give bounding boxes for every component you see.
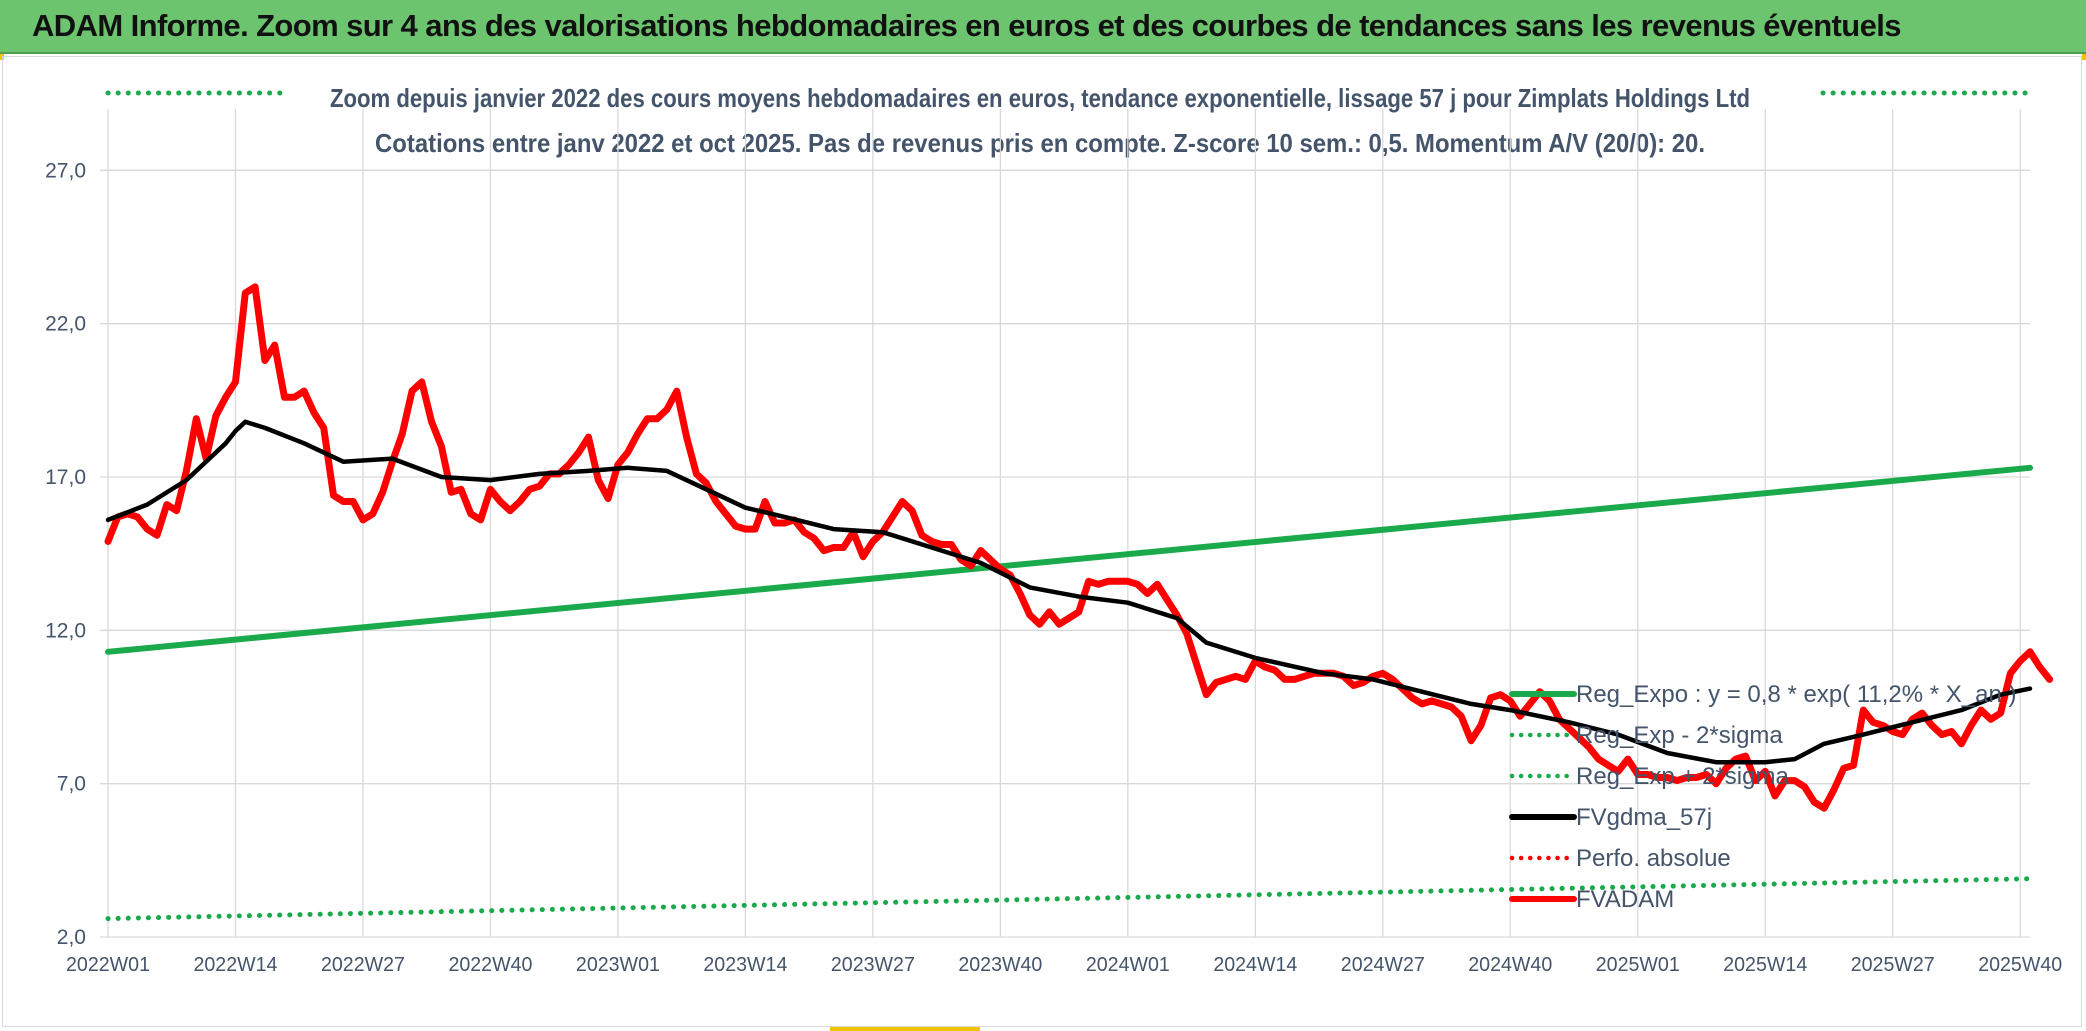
banner-corner-right <box>2082 54 2086 60</box>
axis-labels: 2,0 7,0 12,0 17,0 22,0 27,0 2022W01 2022W14 2022… <box>45 159 2062 976</box>
x-tick-label: 2024W27 <box>1341 954 1425 976</box>
x-tick-label: 2023W40 <box>958 954 1042 976</box>
y-tick-label: 17,0 <box>45 466 86 489</box>
legend-entry: Reg_Exp + 2*sigma <box>1509 763 1789 790</box>
x-tick-label: 2022W40 <box>448 954 532 976</box>
chart-title: Zoom depuis janvier 2022 des cours moyen… <box>330 83 1750 113</box>
x-tick-label: 2022W01 <box>66 954 150 976</box>
data-series <box>104 90 2054 922</box>
line-chart: Zoom depuis janvier 2022 des cours moyen… <box>45 83 2062 976</box>
x-tick-label: 2025W27 <box>1851 954 1935 976</box>
x-tick-label: 2024W01 <box>1086 954 1170 976</box>
bottom-accent-mark <box>830 1027 980 1031</box>
chart-title-area: Zoom depuis janvier 2022 des cours moyen… <box>330 83 1750 158</box>
x-tick-label: 2024W40 <box>1468 954 1552 976</box>
reg-exp-minus-2sigma-line <box>105 876 2033 922</box>
legend-label: Reg_Exp + 2*sigma <box>1576 763 1789 790</box>
legend-entry: Reg_Exp - 2*sigma <box>1509 722 1783 749</box>
report-banner: ADAM Informe. Zoom sur 4 ans des valoris… <box>0 0 2086 54</box>
legend-entry: FVADAM <box>1509 886 1674 913</box>
legend-label: Reg_Expo : y = 0,8 * exp( 11,2% * X_an ) <box>1576 681 2016 708</box>
legend-label: FVgdma_57j <box>1576 804 1712 831</box>
y-tick-label: 27,0 <box>45 159 86 182</box>
x-tick-label: 2022W14 <box>193 954 277 976</box>
y-tick-label: 7,0 <box>57 773 86 796</box>
y-tick-label: 12,0 <box>45 619 86 642</box>
reg-expo-line <box>105 464 2033 655</box>
y-tick-label: 22,0 <box>45 313 86 336</box>
x-tick-label: 2025W01 <box>1596 954 1680 976</box>
x-tick-label: 2023W01 <box>576 954 660 976</box>
fvgdma-57j-line <box>105 419 2033 765</box>
x-tick-label: 2025W40 <box>1978 954 2062 976</box>
legend-entry: Perfo. absolue <box>1509 845 1731 872</box>
x-tick-label: 2023W14 <box>703 954 787 976</box>
chart-subtitle: Cotations entre janv 2022 et oct 2025. P… <box>375 128 1705 158</box>
report-title: ADAM Informe. Zoom sur 4 ans des valoris… <box>32 8 1902 43</box>
legend-entry: Reg_Expo : y = 0,8 * exp( 11,2% * X_an ) <box>1509 681 2016 708</box>
x-tick-label: 2025W14 <box>1723 954 1807 976</box>
legend-entry: FVgdma_57j <box>1509 804 1712 831</box>
chart-legend: Reg_Expo : y = 0,8 * exp( 11,2% * X_an )… <box>1509 681 2016 913</box>
legend-label: Reg_Exp - 2*sigma <box>1576 722 1783 749</box>
legend-label: FVADAM <box>1576 886 1674 913</box>
fvadam-line <box>104 283 2054 812</box>
legend-label: Perfo. absolue <box>1576 845 1731 872</box>
x-tick-label: 2023W27 <box>831 954 915 976</box>
x-tick-label: 2022W27 <box>321 954 405 976</box>
y-tick-label: 2,0 <box>57 926 86 949</box>
x-tick-label: 2024W14 <box>1213 954 1297 976</box>
gridlines <box>100 109 2030 938</box>
